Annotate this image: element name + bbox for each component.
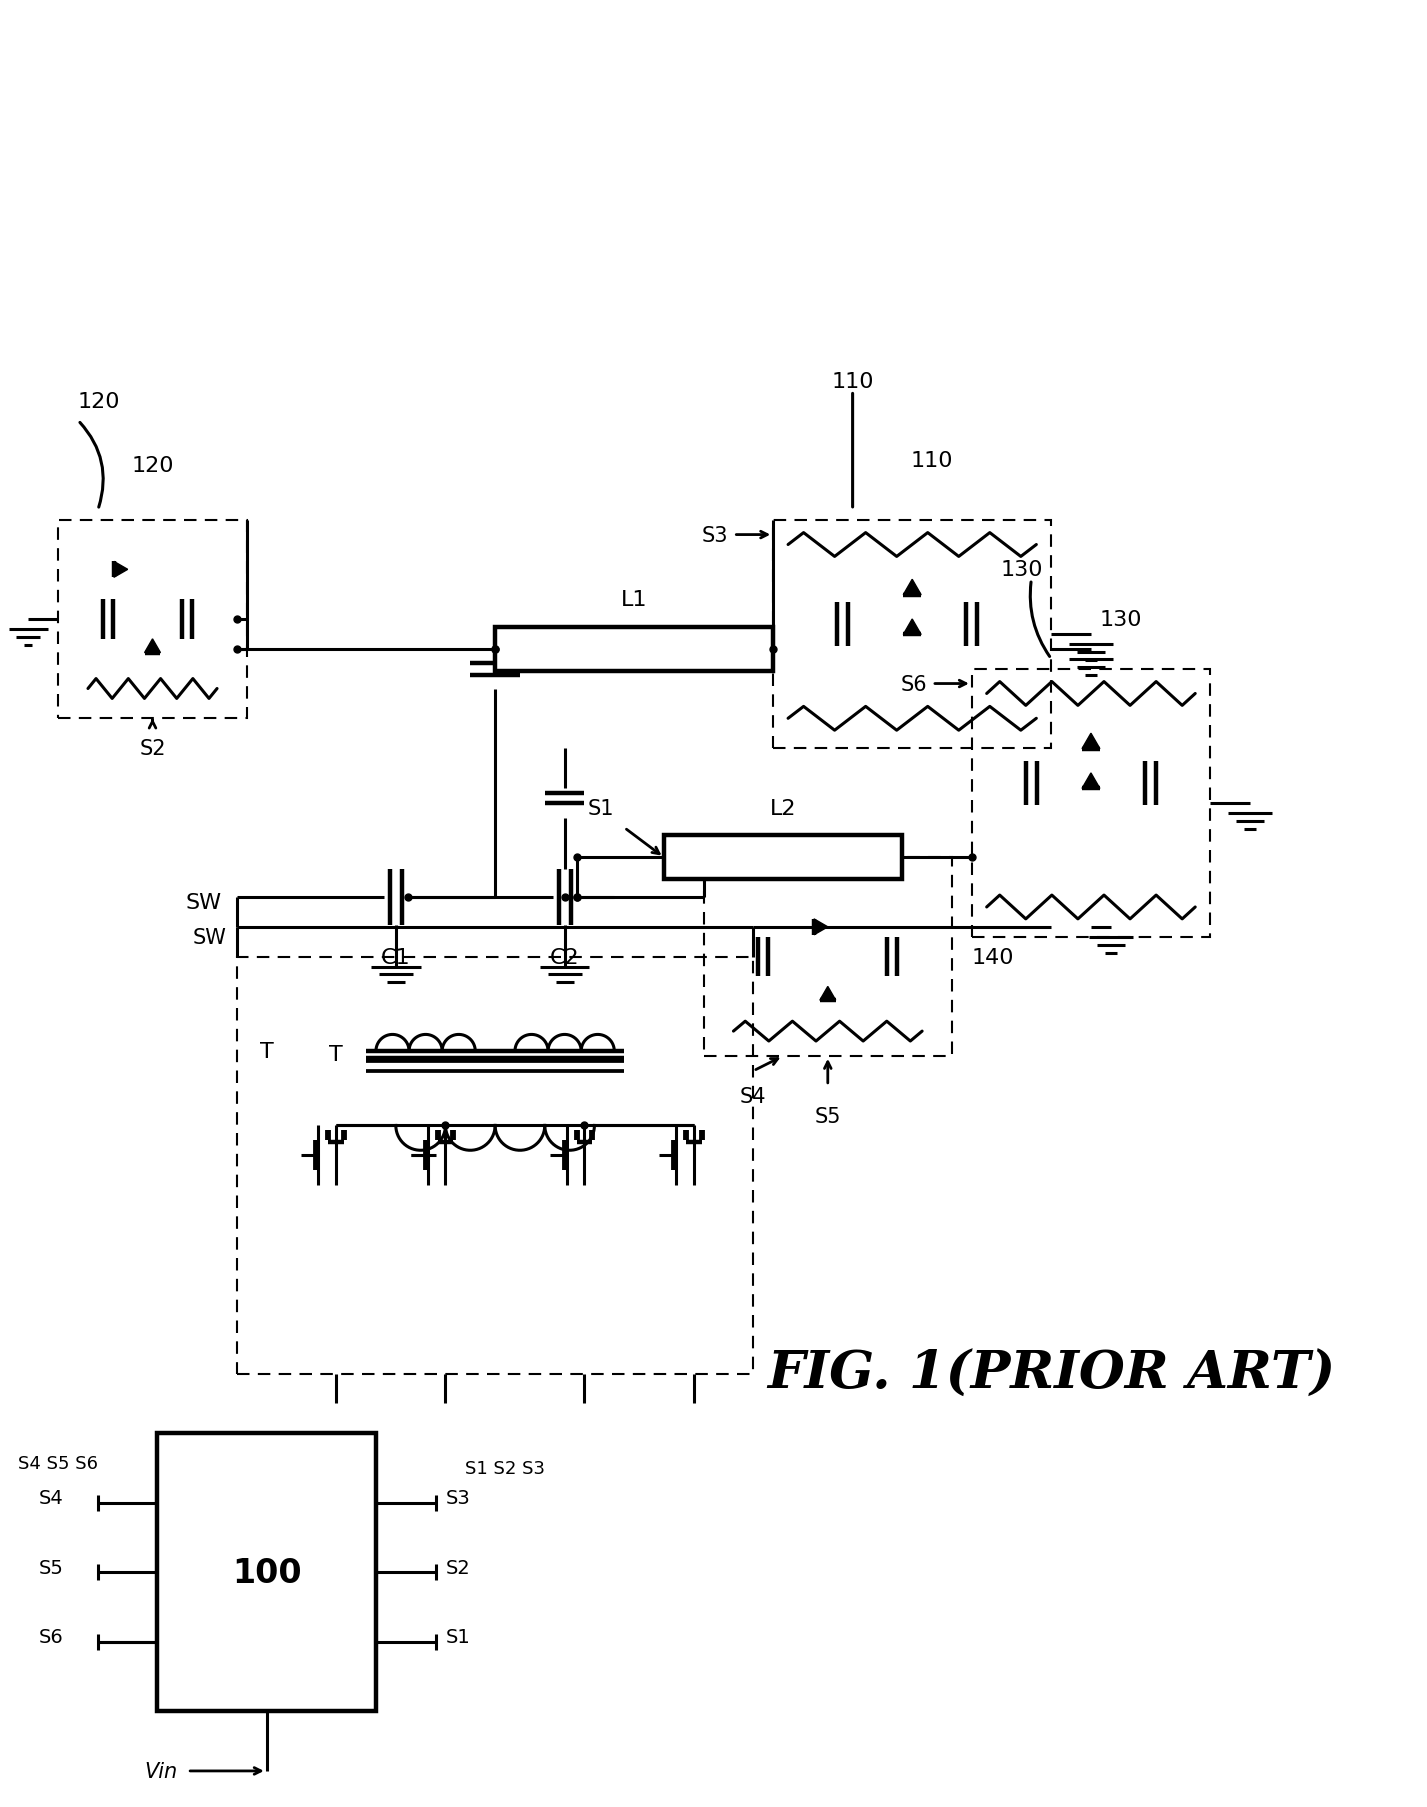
Text: 100: 100: [233, 1556, 301, 1588]
Text: 110: 110: [832, 372, 873, 392]
Text: 110: 110: [910, 452, 953, 472]
Text: S4: S4: [741, 1086, 766, 1106]
Text: S1: S1: [588, 799, 614, 819]
Bar: [59, 520, 247, 719]
Polygon shape: [903, 620, 922, 634]
Polygon shape: [813, 920, 828, 936]
Text: T: T: [330, 1044, 342, 1064]
Text: SW: SW: [186, 893, 223, 913]
Text: Vin: Vin: [144, 1762, 177, 1782]
Bar: [773, 520, 1052, 748]
Polygon shape: [114, 562, 127, 578]
Polygon shape: [1082, 734, 1100, 750]
Text: L1: L1: [621, 589, 648, 609]
Polygon shape: [1082, 773, 1100, 790]
Bar: [157, 1433, 375, 1711]
Text: S2: S2: [140, 739, 166, 759]
Bar: [704, 858, 952, 1057]
Bar: [972, 669, 1210, 938]
Text: 120: 120: [131, 455, 174, 475]
Text: S5: S5: [39, 1558, 63, 1578]
Text: L2: L2: [769, 799, 796, 819]
Text: 130: 130: [1000, 560, 1043, 580]
Text: T: T: [260, 1041, 274, 1061]
Text: S3: S3: [702, 526, 729, 546]
Bar: [495, 627, 773, 670]
Bar: [664, 837, 902, 880]
Bar: [237, 958, 753, 1373]
Text: S2: S2: [445, 1558, 471, 1578]
Text: S3: S3: [445, 1489, 471, 1507]
Text: S4: S4: [39, 1489, 63, 1507]
Text: S5: S5: [815, 1106, 841, 1126]
Polygon shape: [821, 987, 836, 1001]
Text: C2: C2: [549, 947, 579, 967]
Text: S1 S2 S3: S1 S2 S3: [465, 1460, 545, 1478]
Text: C1: C1: [381, 947, 411, 967]
Text: 130: 130: [1099, 609, 1142, 629]
Text: S4 S5 S6: S4 S5 S6: [19, 1455, 98, 1473]
Text: S1: S1: [445, 1628, 471, 1646]
Polygon shape: [903, 580, 922, 596]
Text: SW: SW: [193, 927, 227, 947]
Text: S6: S6: [900, 674, 928, 694]
Text: 120: 120: [78, 392, 120, 412]
Text: S6: S6: [39, 1628, 63, 1646]
Polygon shape: [144, 640, 160, 654]
Text: FIG. 1(PRIOR ART): FIG. 1(PRIOR ART): [768, 1348, 1336, 1399]
Text: 140: 140: [972, 947, 1015, 967]
